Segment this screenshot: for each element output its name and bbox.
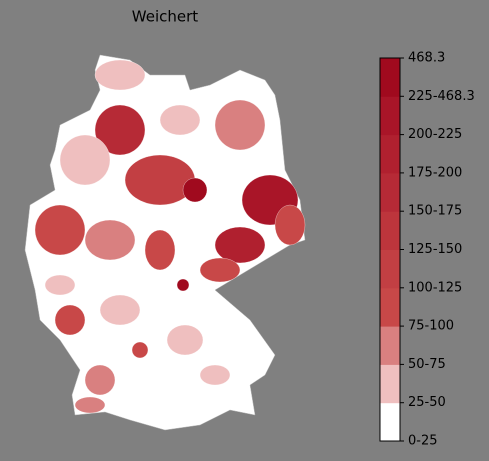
colorbar-segment	[380, 326, 400, 365]
colorbar-label: 125-150	[408, 242, 462, 257]
map-title: Weichert	[132, 8, 198, 26]
colorbar-segment	[380, 134, 400, 174]
district-regions	[34, 59, 306, 414]
colorbar: 0-25 25-50 50-75 75-100 100-125 125-150 150-17…	[379, 51, 475, 449]
colorbar-segment	[380, 211, 400, 250]
colorbar-segment	[380, 172, 400, 212]
germany-map	[24, 54, 306, 431]
colorbar-label: 175-200	[408, 165, 462, 180]
colorbar-label: 75-100	[408, 319, 454, 334]
colorbar-label: 225-468.3	[408, 89, 475, 104]
colorbar-label: 468.3	[408, 51, 445, 66]
colorbar-label: 200-225	[408, 127, 462, 142]
colorbar-label: 0-25	[408, 434, 438, 449]
colorbar-segment	[380, 402, 400, 442]
colorbar-label: 25-50	[408, 395, 446, 410]
colorbar-label: 50-75	[408, 357, 446, 372]
colorbar-segment	[380, 287, 400, 327]
colorbar-segment	[380, 96, 400, 136]
colorbar-segment	[380, 364, 400, 404]
colorbar-label: 100-125	[408, 280, 462, 295]
colorbar-segment	[380, 249, 400, 289]
colorbar-segment	[380, 58, 400, 97]
colorbar-label: 150-175	[408, 204, 462, 219]
